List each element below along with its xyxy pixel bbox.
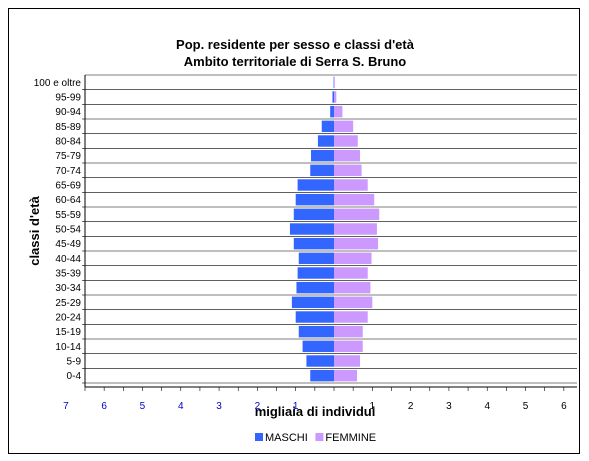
x-tick-label-left: 7 (63, 401, 69, 412)
bar-maschi-75-79 (311, 149, 334, 162)
population-pyramid-chart: Pop. residente per sesso e classi d'età … (27, 37, 577, 444)
bar-femmine-15-19 (334, 325, 363, 338)
bar-maschi-0-4 (310, 369, 334, 382)
bar-maschi-25-29 (291, 296, 334, 309)
bar-femmine-95-99 (334, 91, 337, 103)
bar-femmine-80-84 (334, 135, 358, 147)
x-tick-label-right: 4 (484, 401, 490, 412)
bar-maschi-50-54 (289, 223, 334, 235)
bar-femmine-20-24 (334, 311, 368, 323)
y-tick-label: 5-9 (67, 357, 82, 368)
bar-maschi-90-94 (330, 105, 334, 118)
x-tick-label-right: 3 (446, 401, 452, 412)
bar-maschi-30-34 (296, 281, 334, 294)
y-tick-label: 85-89 (55, 122, 81, 133)
bar-maschi-15-19 (298, 325, 334, 338)
legend-label-maschi: MASCHI (265, 432, 308, 444)
x-tick-label-right: 2 (408, 401, 414, 412)
bar-maschi-40-44 (298, 252, 334, 265)
y-tick-label: 15-19 (55, 327, 81, 338)
y-tick-label: 50-54 (55, 225, 81, 236)
y-tick-label: 65-69 (55, 181, 81, 192)
chart-title: Pop. residente per sesso e classi d'età (176, 37, 415, 52)
bar-femmine-10-14 (334, 340, 363, 353)
bar-femmine-85-89 (334, 120, 354, 133)
plot-area: 0-4 5-9 10-14 15-19 20-24 25-29 30-34 35-39 40-4… (34, 74, 577, 412)
legend-label-femmine: FEMMINE (325, 432, 376, 444)
x-tick-label-left: 6 (101, 401, 107, 412)
y-tick-label: 25-29 (55, 298, 81, 309)
bar-maschi-45-49 (293, 237, 334, 250)
y-tick-label: 90-94 (55, 107, 81, 118)
bar-femmine-75-79 (334, 149, 361, 162)
y-tick-label: 10-14 (55, 342, 81, 353)
y-tick-label: 35-39 (55, 269, 81, 280)
bar-femmine-70-74 (334, 164, 362, 177)
bar-maschi-55-59 (293, 208, 334, 221)
x-tick-label-left: 2 (255, 401, 261, 412)
y-tick-label: 20-24 (55, 313, 81, 324)
bar-femmine-50-54 (334, 223, 377, 235)
bar-femmine-40-44 (334, 252, 372, 265)
x-tick-label-left: 5 (140, 401, 146, 412)
x-tick-label-right: 6 (561, 401, 567, 412)
y-tick-label: 100 e oltre (34, 78, 82, 89)
legend: MASCHI FEMMINE (255, 432, 376, 444)
bar-maschi-5-9 (306, 355, 334, 367)
bar-femmine-30-34 (334, 281, 371, 294)
bar-femmine-5-9 (334, 355, 361, 367)
x-tick-label-left: 4 (178, 401, 184, 412)
bar-maschi-10-14 (302, 340, 334, 353)
bar-maschi-70-74 (310, 164, 334, 177)
bar-femmine-100-e-oltre (334, 76, 335, 89)
x-tick-label-left: 1 (293, 401, 299, 412)
bar-maschi-95-99 (332, 91, 334, 103)
chart-frame: Pop. residente per sesso e classi d'età … (8, 8, 580, 454)
y-tick-label: 95-99 (55, 93, 81, 104)
bar-femmine-35-39 (334, 267, 368, 279)
chart-subtitle: Ambito territoriale di Serra S. Bruno (184, 54, 407, 69)
legend-swatch-maschi (255, 433, 263, 441)
y-tick-label: 80-84 (55, 137, 81, 148)
bar-maschi-85-89 (321, 120, 334, 133)
legend-swatch-femmine (315, 433, 324, 441)
y-tick-label: 0-4 (67, 371, 82, 382)
bar-femmine-25-29 (334, 296, 373, 309)
y-tick-label: 45-49 (55, 239, 81, 250)
y-axis-label: classi d'età (27, 195, 42, 265)
bar-maschi-35-39 (297, 267, 334, 279)
x-tick-label-left: 3 (216, 401, 222, 412)
bar-maschi-65-69 (297, 179, 334, 191)
y-tick-label: 30-34 (55, 283, 81, 294)
y-tick-label: 75-79 (55, 151, 81, 162)
bar-femmine-90-94 (334, 105, 343, 118)
y-tick-label: 40-44 (55, 254, 81, 265)
y-tick-label: 70-74 (55, 166, 81, 177)
bar-femmine-65-69 (334, 179, 368, 191)
x-tick-label-right: 5 (523, 401, 529, 412)
bar-femmine-60-64 (334, 193, 375, 206)
bar-femmine-45-49 (334, 237, 379, 250)
bar-maschi-80-84 (317, 135, 334, 147)
y-tick-label: 55-59 (55, 210, 81, 221)
bar-femmine-0-4 (334, 369, 357, 382)
x-axis-label: migliaia di individui (255, 404, 376, 419)
y-tick-label: 60-64 (55, 195, 81, 206)
x-tick-label-right: 1 (370, 401, 376, 412)
bar-femmine-55-59 (334, 208, 380, 221)
bar-maschi-60-64 (295, 193, 334, 206)
bar-maschi-20-24 (295, 311, 334, 323)
